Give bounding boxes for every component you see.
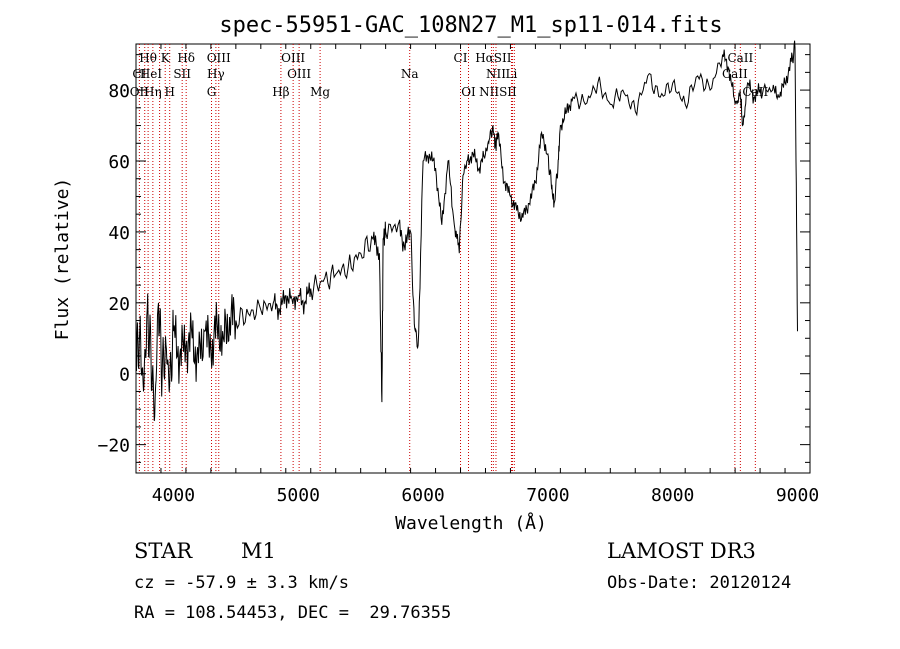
spectral-line-label: K bbox=[161, 51, 171, 65]
spectral-line-label: HeI bbox=[140, 67, 163, 81]
spectral-line-label: Hγ bbox=[207, 67, 225, 81]
spectral-line-label: OII bbox=[130, 85, 150, 99]
y-tick-label: −20 bbox=[97, 436, 130, 457]
axis-ticks: 4000 5000 6000 7000 8000 9000 −20 0 20 40 60 80 bbox=[97, 44, 819, 506]
spectral-line-label: Mg bbox=[310, 85, 330, 99]
spectral-line-label: OIII bbox=[281, 51, 305, 65]
y-tick-label: 80 bbox=[108, 81, 130, 102]
plot-frame bbox=[135, 43, 811, 474]
y-tick-label: 20 bbox=[108, 294, 130, 315]
survey-name: LAMOST DR3 bbox=[607, 539, 756, 563]
x-tick-label: 6000 bbox=[401, 485, 444, 506]
chart-title: spec-55951-GAC_108N27_M1_sp11-014.fits bbox=[219, 13, 722, 38]
line-markers bbox=[138, 44, 756, 473]
spectral-line-label: Hη bbox=[144, 85, 162, 99]
x-tick-label: 4000 bbox=[152, 485, 195, 506]
x-tick-label: 5000 bbox=[277, 485, 320, 506]
axes-frame bbox=[135, 43, 811, 474]
y-tick-label: 0 bbox=[119, 365, 130, 386]
spectral-line-label: Hβ bbox=[272, 85, 289, 99]
spectral-line-label: Hδ bbox=[177, 51, 195, 65]
spectral-line-label: CaII bbox=[727, 51, 753, 65]
x-tick-label: 8000 bbox=[651, 485, 694, 506]
y-axis-label: Flux (relative) bbox=[52, 178, 73, 341]
spectral-line-label: Na bbox=[401, 67, 419, 81]
spectral-line-label: OIII bbox=[207, 51, 231, 65]
object-class: STAR bbox=[134, 539, 193, 563]
x-axis-label: Wavelength (Å) bbox=[395, 512, 547, 534]
y-tick-label: 40 bbox=[108, 223, 130, 244]
y-tick-label: 60 bbox=[108, 152, 130, 173]
spectral-line-label: H bbox=[164, 85, 174, 99]
object-subclass: M1 bbox=[241, 539, 276, 563]
spectral-line-label: NIISII bbox=[479, 85, 517, 99]
coordinates: RA = 108.54453, DEC = 29.76355 bbox=[134, 603, 452, 623]
obs-date: Obs-Date: 20120124 bbox=[607, 573, 792, 593]
spectral-line-label: OIII bbox=[287, 67, 311, 81]
spectral-line-label: Li bbox=[506, 67, 518, 81]
spectral-line-label: OI bbox=[461, 85, 476, 99]
spectral-line-label: HαSII bbox=[475, 51, 512, 65]
spectral-line-label: Hθ bbox=[139, 51, 157, 65]
spectral-line-label: SII bbox=[173, 67, 191, 81]
spectrum-line bbox=[135, 40, 798, 422]
cz-value: cz = -57.9 ± 3.3 km/s bbox=[134, 573, 349, 593]
spectral-line-label: G bbox=[207, 85, 217, 99]
x-tick-label: 7000 bbox=[526, 485, 569, 506]
spectral-line-label: CI bbox=[132, 67, 146, 81]
x-tick-label: 9000 bbox=[776, 485, 819, 506]
spectral-line-label: NII bbox=[486, 67, 506, 81]
spectral-line-label: CaII bbox=[722, 67, 748, 81]
spectral-line-label: CI bbox=[454, 51, 468, 65]
